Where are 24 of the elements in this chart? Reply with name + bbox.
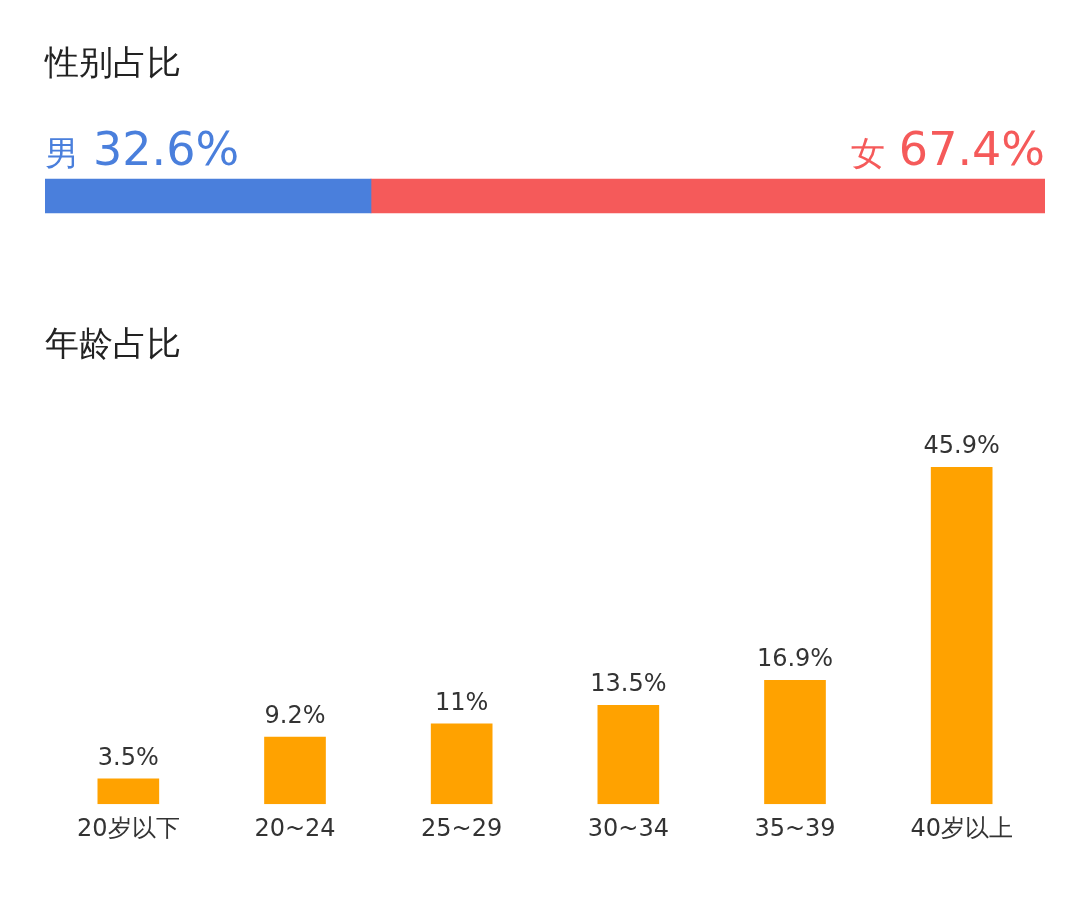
x-tick-label: 30~34 xyxy=(587,813,669,842)
x-tick-label: 20~24 xyxy=(254,813,336,842)
data-label: 32.6% xyxy=(93,122,240,176)
x-tick-label: 25~29 xyxy=(421,813,503,842)
data-label: 13.5% xyxy=(590,669,667,698)
bar xyxy=(430,723,493,805)
series-label: 女 xyxy=(850,133,885,173)
x-tick-label: 40岁以上 xyxy=(910,813,1013,842)
chart-title: 年龄占比 xyxy=(45,322,182,365)
series-label: 男 xyxy=(45,133,79,173)
bar xyxy=(764,680,826,805)
x-tick-label: 20岁以下 xyxy=(77,813,180,842)
bar xyxy=(264,736,326,805)
data-label: 3.5% xyxy=(97,742,159,771)
data-label: 16.9% xyxy=(756,644,834,673)
data-label: 9.2% xyxy=(264,700,326,729)
bar xyxy=(597,705,660,805)
bar xyxy=(930,467,993,805)
data-label: 11% xyxy=(434,687,489,716)
data-label: 67.4% xyxy=(898,122,1046,176)
bar xyxy=(97,778,160,805)
chart-title: 性别占比 xyxy=(45,41,182,84)
data-label: 45.9% xyxy=(923,431,1000,460)
x-tick-label: 35~39 xyxy=(754,813,836,842)
